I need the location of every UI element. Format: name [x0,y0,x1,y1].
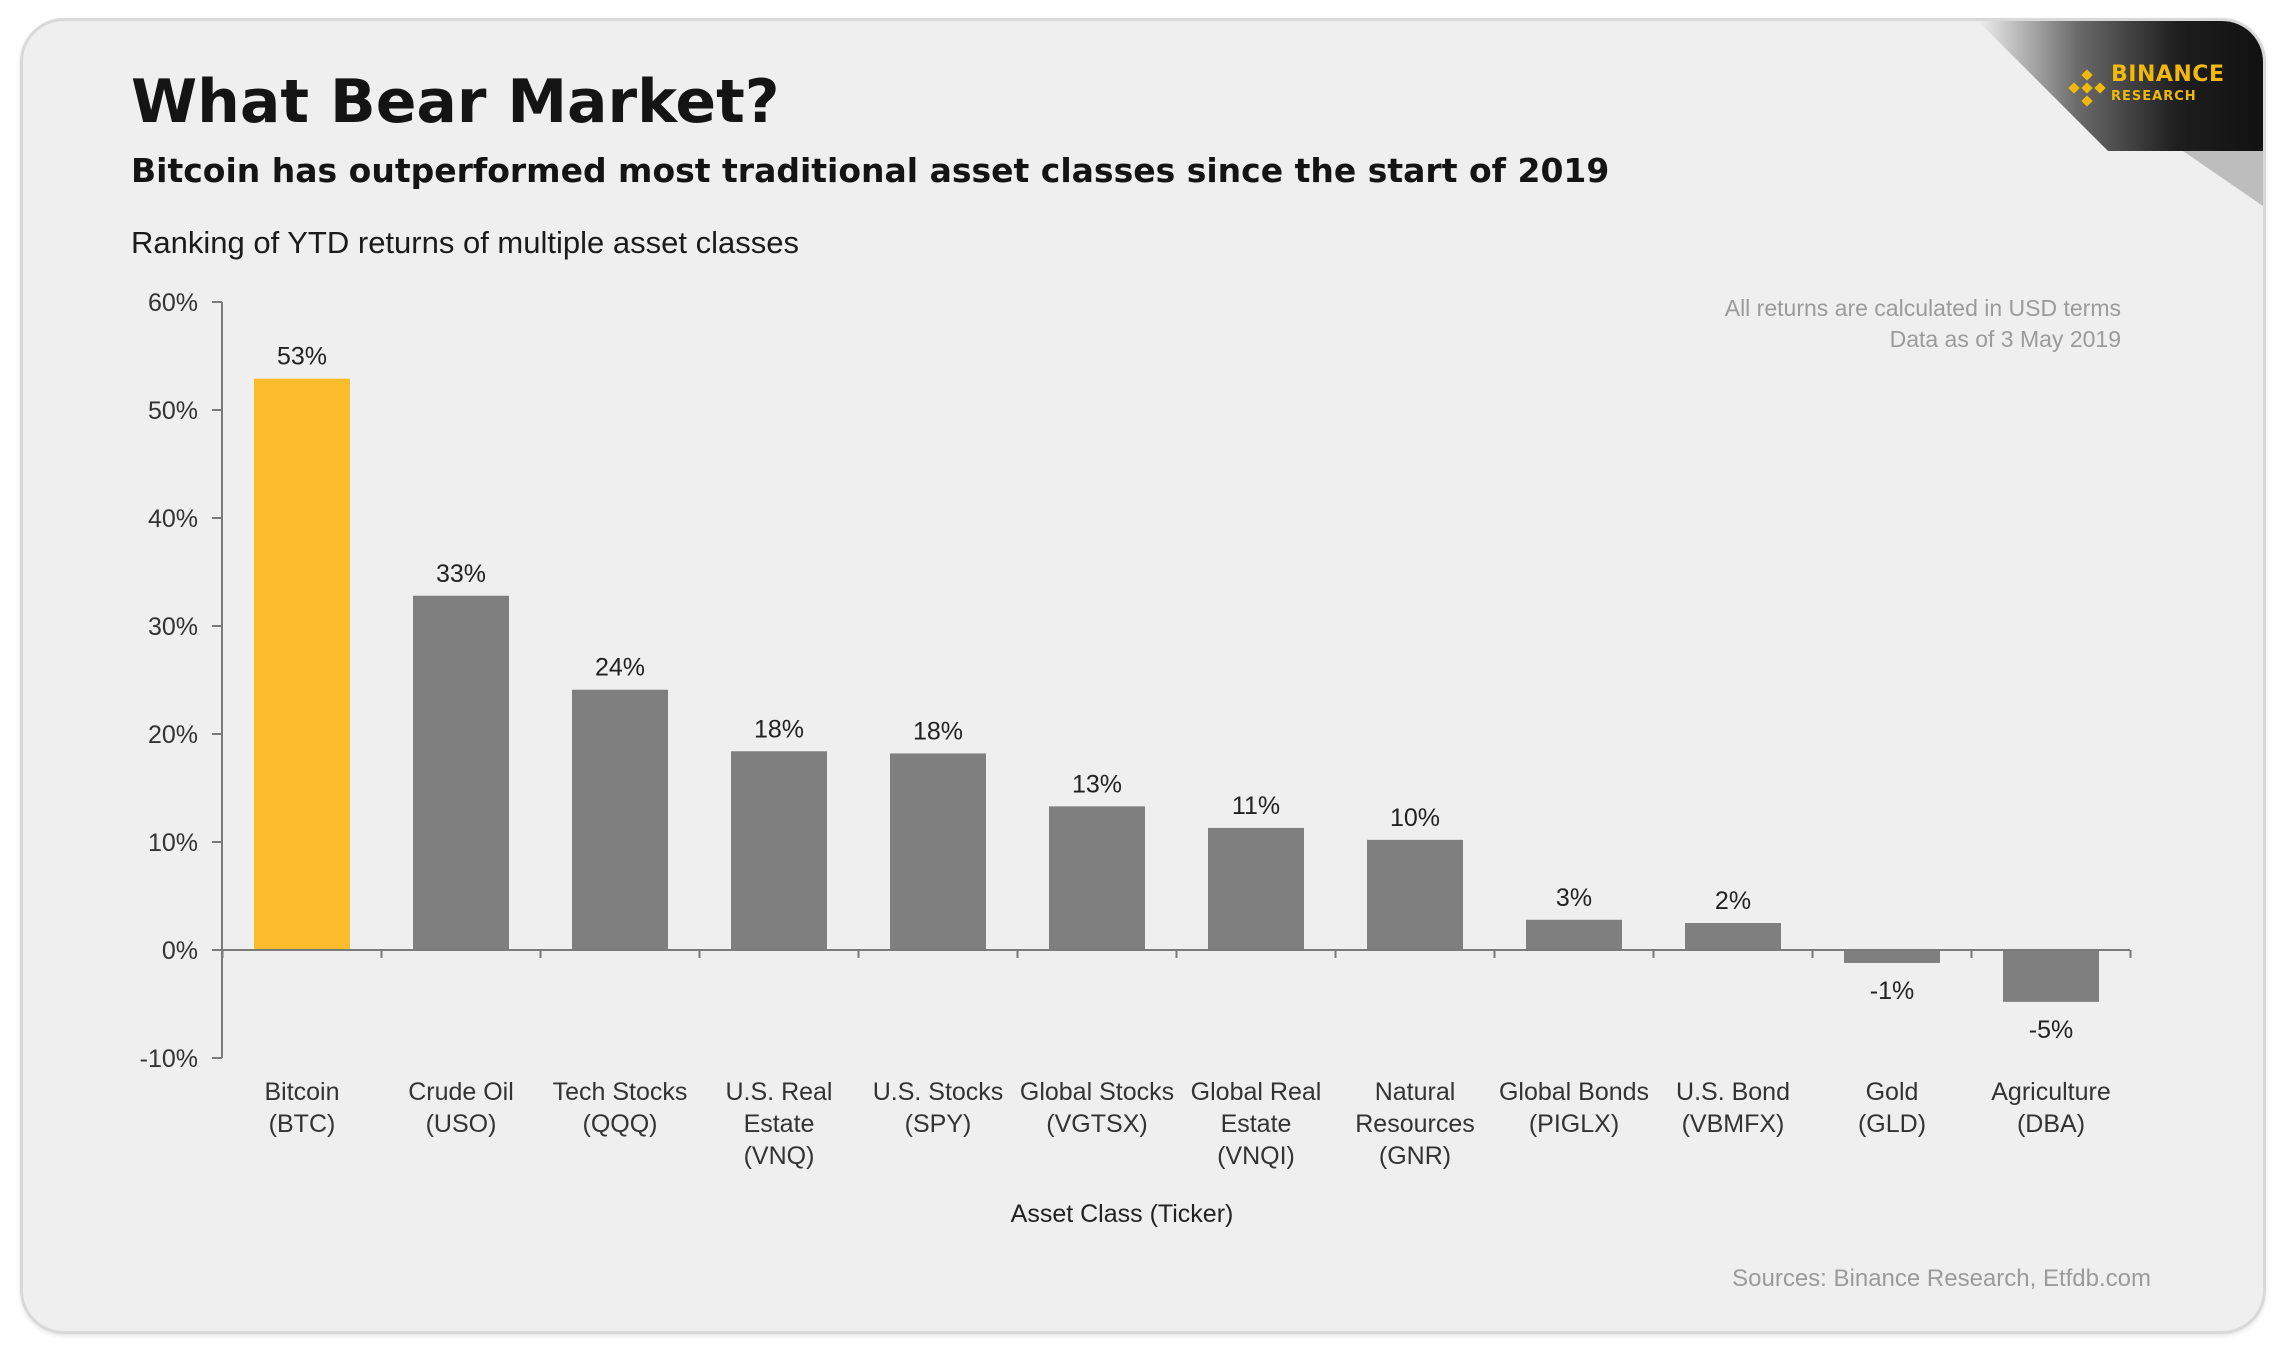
bar [413,595,509,950]
bar-value-label: -1% [1870,977,1914,1005]
y-axis: 60% 50% 40% 30% 20% 10% 0% -10% [140,289,223,1073]
x-tick-label: Crude Oil (USO) [408,1078,514,1138]
brand-name: BINANCE [2111,62,2225,87]
bar [1049,806,1145,950]
bar-value-label: 18% [913,717,963,745]
bar [1685,923,1781,950]
bar-value-label: 18% [754,715,804,743]
x-tick-label: Tech Stocks (QQQ) [553,1078,688,1138]
x-tick-label: Bitcoin (BTC) [264,1078,339,1138]
bar [572,689,668,950]
bar-value-label: 24% [595,654,645,682]
y-tick-label: 50% [148,397,198,425]
bar-value-label: 33% [436,560,486,588]
bar-value-label: 3% [1556,884,1592,912]
x-axis-title: Asset Class (Ticker) [1011,1200,1234,1228]
y-tick-label: 10% [148,829,198,857]
bar [1526,919,1622,950]
bar [1367,839,1463,950]
bar [1844,950,1940,963]
corner-ribbon [1978,21,2263,206]
bar-value-label: 10% [1390,804,1440,832]
chart-caption: Ranking of YTD returns of multiple asset… [131,225,799,260]
bar-value-label: 53% [277,343,327,371]
y-tick-label: 20% [148,721,198,749]
bar [2003,950,2099,1002]
x-tick-label: U.S. Bond (VBMFX) [1676,1078,1790,1138]
bar [1208,827,1304,950]
y-tick-label: 0% [162,937,198,965]
brand-sub: RESEARCH [2111,89,2197,104]
bar [731,751,827,950]
binance-diamond-icon [2068,69,2106,107]
bar-value-label: 2% [1715,887,1751,915]
note-date: Data as of 3 May 2019 [1889,326,2121,352]
x-tick-label: Global Bonds (PIGLX) [1499,1078,1649,1138]
bars: 53% 33% 24% 18% 18% 13% 11% 10% 3% 2% -1% -5% [254,343,2099,1044]
page-subtitle: Bitcoin has outperformed most traditiona… [131,151,1610,190]
bar [890,753,986,950]
page-title: What Bear Market? [131,67,780,137]
x-tick-label: Gold (GLD) [1858,1078,1926,1138]
x-tick-label: Natural Resources (GNR) [1355,1078,1475,1170]
x-tick-label: Agriculture (DBA) [1991,1078,2111,1138]
sources-text: Sources: Binance Research, Etfdb.com [1732,1265,2151,1292]
x-tick-label: Global Stocks (VGTSX) [1020,1078,1174,1138]
x-tick-label: U.S. Stocks (SPY) [873,1078,1004,1138]
bar-value-label: -5% [2029,1016,2073,1044]
bar [254,378,350,950]
x-tick-label: U.S. Real Estate (VNQ) [726,1078,833,1170]
note-currency: All returns are calculated in USD terms [1724,295,2121,321]
x-tick-label: Global Real Estate (VNQI) [1191,1078,1322,1170]
y-tick-label: 60% [148,289,198,317]
bar-value-label: 11% [1232,792,1280,820]
bar-value-label: 13% [1072,770,1122,798]
y-tick-label: 40% [148,505,198,533]
chart-notes: All returns are calculated in USD terms … [1725,293,2121,355]
y-tick-label: -10% [140,1045,198,1073]
x-axis: Bitcoin (BTC) Crude Oil (USO) Tech Stocks (QQ… [221,949,2132,1170]
y-tick-label: 30% [148,613,198,641]
chart-card: What Bear Market? Bitcoin has outperform… [20,18,2266,1334]
